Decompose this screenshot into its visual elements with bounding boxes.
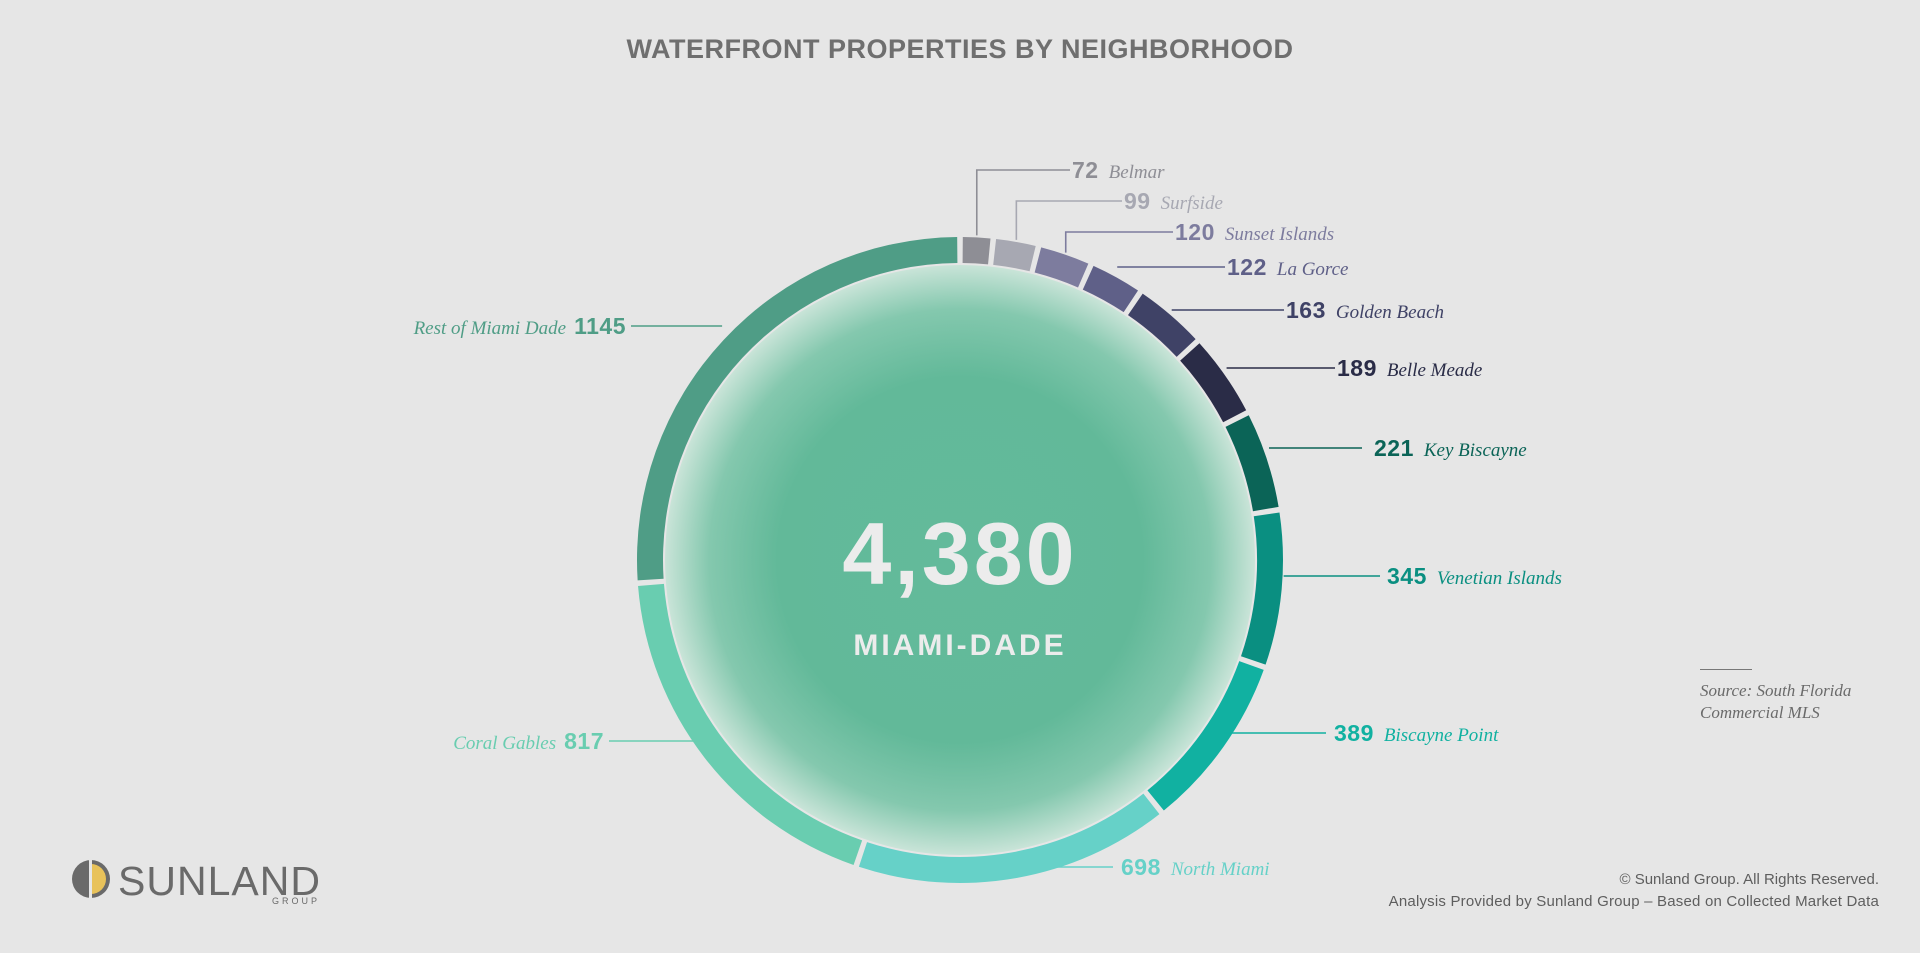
analysis-credit: Analysis Provided by Sunland Group – Bas… bbox=[1388, 893, 1879, 910]
label-value-biscayne-point: 389 bbox=[1334, 720, 1374, 746]
center-label: MIAMI-DADE bbox=[853, 629, 1066, 662]
label-value-sunset-islands: 120 bbox=[1175, 219, 1215, 245]
label-north-miami: 698 North Miami bbox=[1121, 854, 1270, 880]
label-name-belmar: Belmar bbox=[1109, 162, 1166, 183]
donut-segments bbox=[637, 237, 1283, 883]
label-name-key-biscayne: Key Biscayne bbox=[1423, 440, 1527, 461]
label-belmar: 72 Belmar bbox=[1072, 157, 1165, 183]
label-value-belle-meade: 189 bbox=[1337, 355, 1377, 381]
segment-belmar bbox=[962, 237, 991, 265]
donut-center bbox=[665, 265, 1255, 855]
segment-rest-of-miami-dade bbox=[637, 237, 958, 581]
segment-north-miami bbox=[858, 793, 1160, 883]
label-value-north-miami: 698 bbox=[1121, 854, 1161, 880]
source-text: Source: South Florida Commercial MLS bbox=[1700, 681, 1852, 722]
label-value-coral-gables: 817 bbox=[564, 728, 604, 754]
label-coral-gables: Coral Gables 817 bbox=[453, 728, 604, 754]
logo-subtitle: GROUP bbox=[272, 896, 321, 906]
label-key-biscayne: 221 Key Biscayne bbox=[1374, 435, 1527, 461]
sunland-logo-icon bbox=[72, 860, 110, 898]
label-belle-meade: 189 Belle Meade bbox=[1337, 355, 1482, 381]
label-value-la-gorce: 122 bbox=[1227, 254, 1267, 280]
label-value-belmar: 72 bbox=[1072, 157, 1099, 183]
label-la-gorce: 122 La Gorce bbox=[1227, 254, 1348, 280]
chart-title: WATERFRONT PROPERTIES BY NEIGHBORHOOD bbox=[626, 34, 1294, 64]
label-name-north-miami: North Miami bbox=[1170, 859, 1270, 880]
label-value-surfside: 99 bbox=[1124, 188, 1151, 214]
label-value-venetian-islands: 345 bbox=[1387, 563, 1427, 589]
label-value-key-biscayne: 221 bbox=[1374, 435, 1414, 461]
segment-la-gorce bbox=[1082, 265, 1139, 313]
sunland-logo: SUNLAND GROUP bbox=[70, 858, 340, 908]
segment-golden-beach bbox=[1127, 293, 1196, 357]
label-value-rest-of-miami-dade: 1145 bbox=[574, 313, 626, 339]
segment-surfside bbox=[993, 239, 1036, 272]
leader-lines bbox=[609, 169, 1380, 868]
label-name-coral-gables: Coral Gables bbox=[453, 733, 556, 754]
label-golden-beach: 163 Golden Beach bbox=[1286, 297, 1444, 323]
leader-belmar bbox=[975, 169, 1070, 236]
segment-sunset-islands bbox=[1034, 247, 1089, 288]
segment-venetian-islands bbox=[1240, 512, 1283, 665]
segment-biscayne-point bbox=[1147, 661, 1264, 811]
label-venetian-islands: 345 Venetian Islands bbox=[1387, 563, 1562, 589]
label-name-sunset-islands: Sunset Islands bbox=[1225, 224, 1334, 245]
label-name-biscayne-point: Biscayne Point bbox=[1384, 725, 1499, 746]
label-name-venetian-islands: Venetian Islands bbox=[1437, 568, 1562, 589]
label-rest-of-miami-dade: Rest of Miami Dade 1145 bbox=[413, 313, 626, 339]
label-name-belle-meade: Belle Meade bbox=[1387, 360, 1482, 381]
source-rule bbox=[1700, 669, 1752, 670]
segment-key-biscayne bbox=[1225, 415, 1279, 512]
label-sunset-islands: 120 Sunset Islands bbox=[1175, 219, 1334, 245]
segment-belle-meade bbox=[1180, 343, 1247, 423]
segment-coral-gables bbox=[638, 583, 863, 865]
label-name-rest-of-miami-dade: Rest of Miami Dade bbox=[413, 318, 567, 339]
segment-labels: 72 Belmar 99 Surfside 120 Sunset Islands 122 La… bbox=[413, 157, 1562, 880]
center-value: 4,380 bbox=[842, 504, 1077, 603]
label-value-golden-beach: 163 bbox=[1286, 297, 1326, 323]
label-name-golden-beach: Golden Beach bbox=[1336, 302, 1444, 323]
source-note: Source: South Florida Commercial MLS bbox=[1700, 668, 1900, 724]
label-biscayne-point: 389 Biscayne Point bbox=[1334, 720, 1499, 746]
label-surfside: 99 Surfside bbox=[1124, 188, 1223, 214]
logo-wordmark: SUNLAND bbox=[118, 858, 321, 904]
copyright-text: © Sunland Group. All Rights Reserved. bbox=[1619, 871, 1879, 888]
leader-sunset-islands bbox=[1064, 231, 1173, 253]
footer: © Sunland Group. All Rights Reserved. An… bbox=[1389, 869, 1879, 913]
leader-surfside bbox=[1015, 200, 1122, 240]
label-name-la-gorce: La Gorce bbox=[1276, 259, 1349, 280]
label-name-surfside: Surfside bbox=[1161, 193, 1223, 214]
